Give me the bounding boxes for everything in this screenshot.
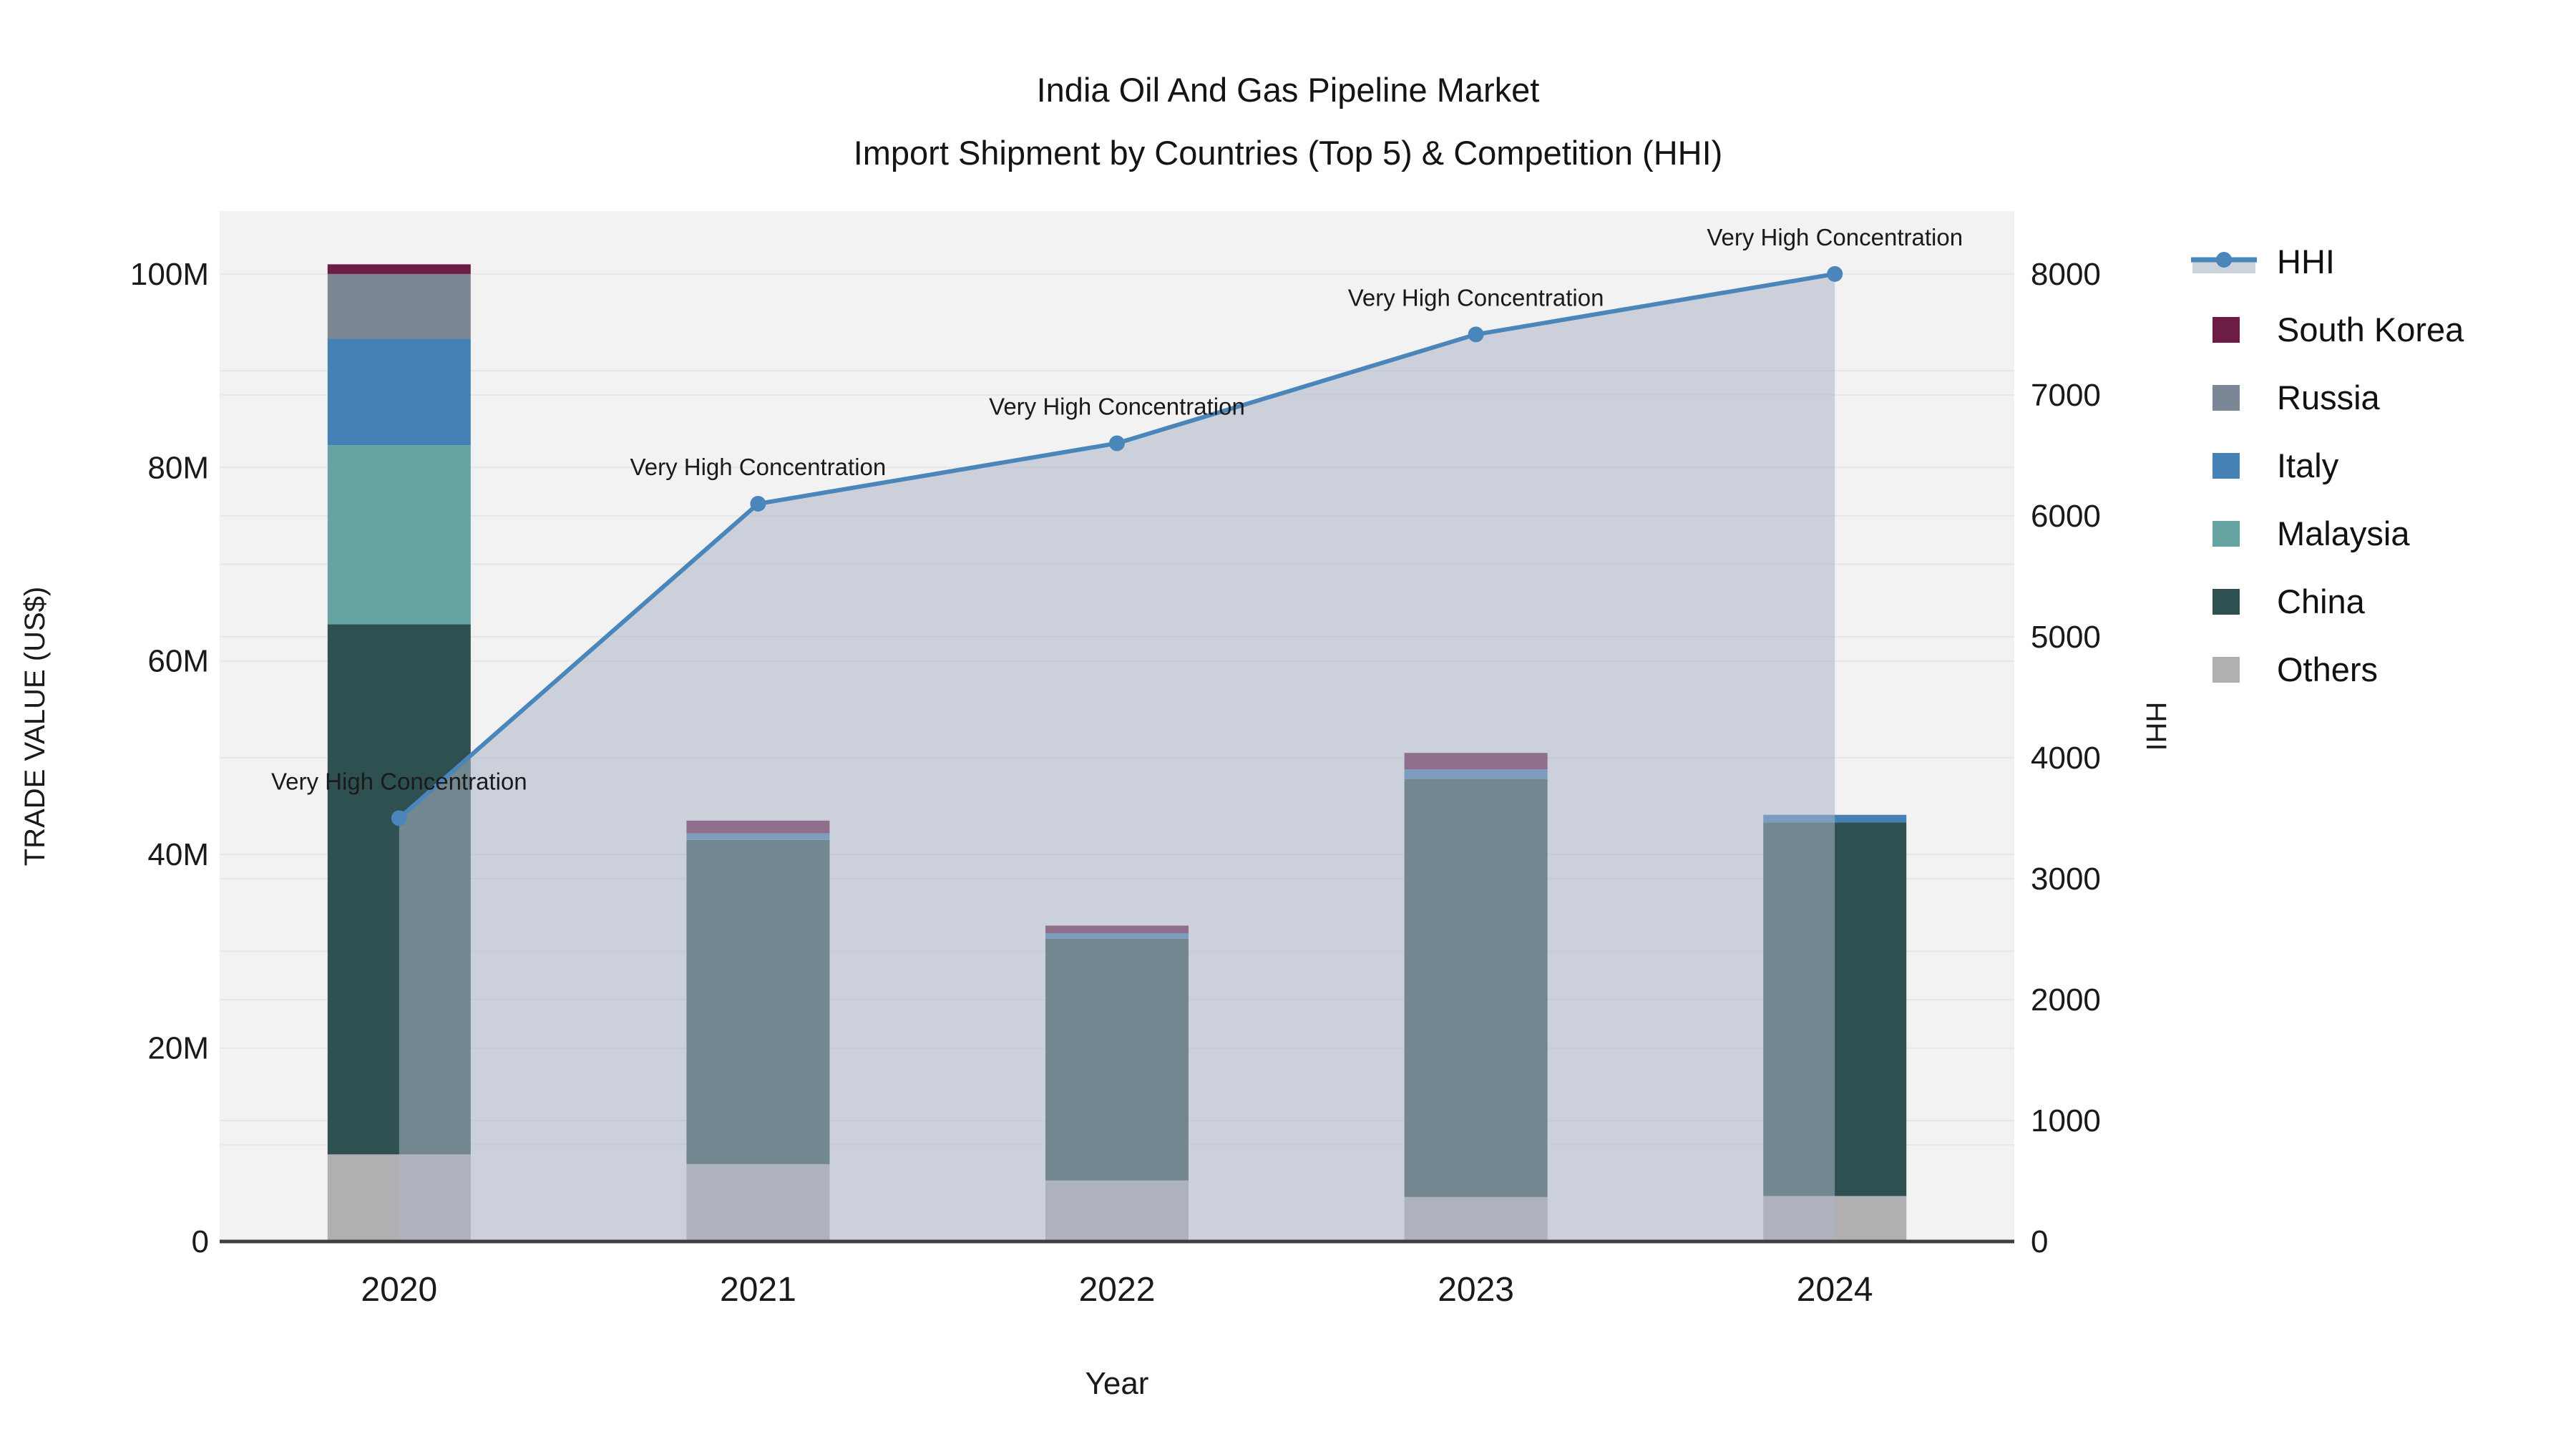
legend-item-hhi[interactable]: HHI (2191, 228, 2464, 296)
china-legend-swatch (2191, 588, 2277, 615)
legend: HHI South Korea Russia Italy Malaysia China Ot… (2191, 228, 2464, 703)
x-axis-title: Year (1085, 1366, 1149, 1401)
hhi-point-2021[interactable] (750, 496, 766, 512)
y-left-tick-100M: 100M (130, 257, 209, 292)
y-left-tick-20M: 20M (147, 1031, 209, 1066)
legend-label: Others (2277, 650, 2379, 688)
legend-label: HHI (2277, 243, 2335, 280)
y-left-axis-title: TRADE VALUE (US$) (19, 587, 51, 866)
annotation-2022: Very High Concentration (989, 394, 1245, 420)
malaysia-legend-swatch (2191, 520, 2277, 547)
legend-item-south-korea[interactable]: South Korea (2191, 296, 2464, 364)
y-left-tick-80M: 80M (147, 450, 209, 485)
y-right-tick-3000: 3000 (2031, 862, 2101, 897)
chart-title-line2: Import Shipment by Countries (Top 5) & C… (853, 134, 1723, 172)
bar-2020-italy[interactable] (327, 338, 471, 446)
annotation-2021: Very High Concentration (630, 454, 887, 480)
chart-title-line1: India Oil And Gas Pipeline Market (1036, 71, 1540, 109)
south-korea-legend-swatch (2191, 316, 2277, 343)
russia-legend-swatch (2191, 384, 2277, 411)
chart-title: India Oil And Gas Pipeline Market Import… (0, 59, 2576, 185)
hhi-area-fill (399, 273, 1835, 1241)
y-right-tick-7000: 7000 (2031, 378, 2101, 413)
hhi-line-icon (2191, 251, 2257, 273)
x-tick-2020: 2020 (361, 1271, 437, 1309)
bar-2020-russia[interactable] (327, 273, 471, 339)
y-right-tick-6000: 6000 (2031, 499, 2101, 534)
russia-color-icon (2212, 384, 2240, 411)
hhi-point-2023[interactable] (1468, 326, 1484, 343)
hhi-point-2022[interactable] (1109, 435, 1125, 452)
south-korea-color-icon (2212, 316, 2240, 343)
others-color-icon (2212, 656, 2240, 683)
legend-label: Russia (2277, 379, 2380, 416)
malaysia-color-icon (2212, 520, 2240, 547)
annotation-2020: Very High Concentration (271, 768, 527, 794)
y-left-tick-40M: 40M (147, 837, 209, 872)
y-right-tick-1000: 1000 (2031, 1103, 2101, 1138)
hhi-point-2020[interactable] (391, 810, 407, 826)
y-left-tick-60M: 60M (147, 644, 209, 679)
annotation-2024: Very High Concentration (1707, 224, 1963, 250)
y-left-tick-0: 0 (192, 1224, 209, 1259)
hhi-legend-swatch (2191, 245, 2277, 279)
y-right-tick-0: 0 (2031, 1224, 2048, 1259)
x-tick-2023: 2023 (1438, 1271, 1514, 1309)
bar-2020-south-korea[interactable] (327, 264, 471, 274)
others-legend-swatch (2191, 656, 2277, 683)
italy-color-icon (2212, 452, 2240, 479)
y-right-tick-8000: 8000 (2031, 257, 2101, 292)
legend-item-russia[interactable]: Russia (2191, 364, 2464, 431)
legend-label: China (2277, 582, 2365, 620)
legend-item-others[interactable]: Others (2191, 635, 2464, 703)
legend-item-malaysia[interactable]: Malaysia (2191, 499, 2464, 567)
china-color-icon (2212, 588, 2240, 615)
y-right-tick-5000: 5000 (2031, 620, 2101, 655)
y-right-axis-title: HHI (2140, 702, 2172, 751)
legend-item-italy[interactable]: Italy (2191, 431, 2464, 499)
y-right-tick-4000: 4000 (2031, 741, 2101, 776)
x-tick-2021: 2021 (720, 1271, 796, 1309)
annotation-2023: Very High Concentration (1348, 284, 1604, 311)
x-tick-2024: 2024 (1797, 1271, 1873, 1309)
bar-2020-malaysia[interactable] (327, 445, 471, 625)
x-tick-2022: 2022 (1079, 1271, 1156, 1309)
legend-label: South Korea (2277, 311, 2464, 348)
legend-label: Malaysia (2277, 514, 2410, 552)
legend-item-china[interactable]: China (2191, 567, 2464, 635)
legend-label: Italy (2277, 447, 2339, 484)
y-right-tick-2000: 2000 (2031, 982, 2101, 1018)
italy-legend-swatch (2191, 452, 2277, 479)
hhi-point-2024[interactable] (1827, 265, 1843, 282)
